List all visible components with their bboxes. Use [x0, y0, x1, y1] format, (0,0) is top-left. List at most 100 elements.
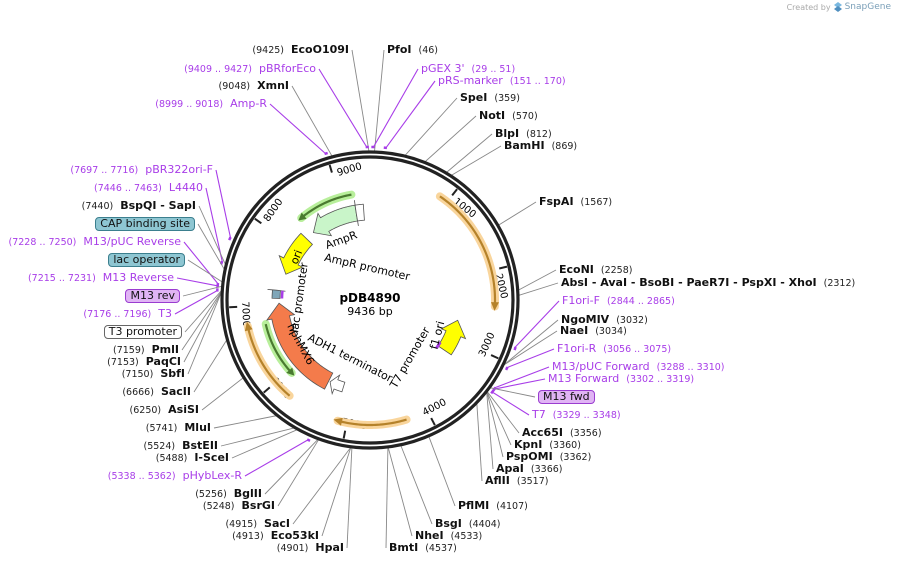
plasmid-length: 9436 bp [347, 305, 392, 318]
enzyme-label[interactable]: (5741) MluI [146, 421, 211, 435]
leader-line [183, 292, 222, 363]
primer-label[interactable]: (7697 .. 7716) pBR322ori-F [70, 163, 213, 177]
primer-label[interactable]: (5338 .. 5362) pHybLex-R [108, 469, 242, 483]
feature-box-label[interactable]: M13 fwd [538, 390, 595, 404]
primer-label[interactable]: pGEX 3' (29 .. 51) [421, 62, 515, 76]
enzyme-name: BglII [233, 487, 262, 500]
enzyme-label[interactable]: BsgI (4404) [435, 517, 501, 531]
leader-line [372, 68, 419, 149]
primer-label[interactable]: pRS-marker (151 .. 170) [438, 74, 566, 88]
feature-label-t7-promoter[interactable]: T7 promoter [387, 324, 433, 391]
primer-name: L4440 [168, 181, 203, 194]
enzyme-label[interactable]: BlpI (812) [495, 127, 552, 141]
primer-name: pBR322ori-F [145, 163, 213, 176]
enzyme-label[interactable]: (7153) PaqCI [107, 355, 181, 369]
feature-box-label[interactable]: M13 rev [125, 289, 180, 303]
enzyme-label[interactable]: NgoMIV (3032) [561, 313, 648, 327]
enzyme-label[interactable]: PspOMI (3362) [506, 450, 591, 464]
primer-position: (3329 .. 3348) [552, 410, 621, 421]
enzyme-label[interactable]: (6250) AsiSI [130, 403, 199, 417]
primer-name: pBRforEco [258, 62, 316, 75]
enzyme-name: BmtI [389, 541, 419, 554]
backbone-inner-strand [225, 155, 515, 445]
leader-line [387, 447, 413, 537]
primer-position: (7228 .. 7250) [8, 237, 77, 248]
primer-position: (5338 .. 5362) [107, 471, 176, 482]
feature-label-ampr-promoter[interactable]: AmpR promoter [323, 251, 412, 283]
leader-line [374, 49, 385, 152]
enzyme-label[interactable]: BamHI (869) [504, 139, 577, 153]
primer-name: M13 Forward [548, 372, 620, 385]
enzyme-label[interactable]: (5524) BstEII [144, 439, 218, 453]
enzyme-label[interactable]: SpeI (359) [460, 91, 520, 105]
enzyme-position: (1567) [580, 197, 613, 208]
enzyme-label[interactable]: (5488) I-SceI [156, 451, 229, 465]
feature-box-label[interactable]: CAP binding site [95, 217, 195, 231]
feature-label-ori[interactable]: ori [288, 248, 305, 266]
leader-line [277, 439, 319, 507]
primer-label[interactable]: M13 Forward (3302 .. 3319) [548, 372, 694, 386]
enzyme-label[interactable]: BmtI (4537) [389, 541, 457, 555]
enzyme-label[interactable]: NheI (4533) [415, 529, 482, 543]
leader-line [182, 285, 222, 297]
enzyme-name: ApaI [496, 462, 524, 475]
enzyme-label[interactable]: (5248) BsrGI [203, 499, 275, 513]
primer-label[interactable]: (7228 .. 7250) M13/pUC Reverse [9, 235, 181, 249]
primer-site-mark [306, 438, 311, 442]
enzyme-label[interactable]: FspAI (1567) [539, 195, 612, 209]
enzyme-label[interactable]: PflMI (4107) [458, 499, 528, 513]
enzyme-position: (4404) [468, 519, 501, 530]
enzyme-name: BstEII [182, 439, 218, 452]
primer-label[interactable]: T7 (3329 .. 3348) [532, 408, 621, 422]
features [243, 190, 500, 429]
enzyme-label[interactable]: (9425) EcoO109I [252, 43, 349, 57]
enzyme-label[interactable]: Acc65I (3356) [522, 426, 602, 440]
orf-arc-1 [439, 195, 497, 307]
leader-line [404, 97, 458, 156]
primer-label[interactable]: M13/pUC Forward (3288 .. 3310) [552, 360, 725, 374]
enzyme-label[interactable]: (7159) PmlI [113, 343, 179, 357]
leader-line [346, 447, 353, 549]
enzyme-label[interactable]: NaeI (3034) [560, 324, 627, 338]
tick-mark [430, 417, 436, 426]
leader-line [513, 300, 560, 349]
feature-box-label[interactable]: T3 promoter [103, 325, 182, 339]
enzyme-label[interactable]: AflII (3517) [485, 474, 548, 488]
tick-label: 7000 [239, 301, 251, 327]
enzyme-label[interactable]: (7150) SbfI [122, 367, 185, 381]
enzyme-label[interactable]: (6666) SacII [122, 385, 191, 399]
leader-line [351, 49, 370, 152]
enzyme-name: SbfI [160, 367, 185, 380]
feature-box-label[interactable]: lac operator [108, 253, 185, 267]
tick-mark [498, 265, 508, 270]
backbone-outer-strand [220, 150, 520, 450]
enzyme-name: BsrGI [241, 499, 275, 512]
enzyme-label[interactable]: AbsI - AvaI - BsoBI - PaeR7I - PspXI - X… [561, 276, 855, 290]
enzyme-label[interactable]: EcoNI (2258) [559, 263, 632, 277]
leader-line [428, 436, 456, 507]
enzyme-label[interactable]: (4901) HpaI [277, 541, 344, 555]
enzyme-label[interactable]: (7440) BspQI - SapI [82, 199, 196, 213]
feature-box-name: M13 rev [125, 289, 180, 303]
watermark-brand: SnapGene [844, 2, 891, 12]
primer-label[interactable]: F1ori-R (3056 .. 3075) [557, 342, 671, 356]
enzyme-label[interactable]: (5256) BglII [195, 487, 262, 501]
orf-arc-3-arrowhead [244, 321, 253, 332]
enzyme-position: (3032) [616, 315, 648, 326]
enzyme-label[interactable]: (9048) XmnI [219, 79, 289, 93]
primer-label[interactable]: F1ori-F (2844 .. 2865) [562, 294, 675, 308]
enzyme-label[interactable]: ApaI (3366) [496, 462, 563, 476]
enzyme-label[interactable]: (4913) Eco53kI [232, 529, 319, 543]
enzyme-label[interactable]: (4915) SacI [225, 517, 290, 531]
primer-position: (3056 .. 3075) [603, 344, 672, 355]
primer-label[interactable]: (8999 .. 9018) Amp-R [155, 97, 267, 111]
enzyme-position: (869) [551, 141, 578, 152]
primer-label[interactable]: (7215 .. 7231) M13 Reverse [28, 271, 174, 285]
enzyme-label[interactable]: NotI (570) [479, 109, 538, 123]
primer-label[interactable]: (7446 .. 7463) L4440 [94, 181, 203, 195]
enzyme-label[interactable]: PfoI (46) [387, 43, 438, 57]
primer-label[interactable]: (9409 .. 9427) pBRforEco [184, 62, 316, 76]
enzyme-label[interactable]: KpnI (3360) [514, 438, 581, 452]
primer-label[interactable]: (7176 .. 7196) T3 [83, 307, 172, 321]
